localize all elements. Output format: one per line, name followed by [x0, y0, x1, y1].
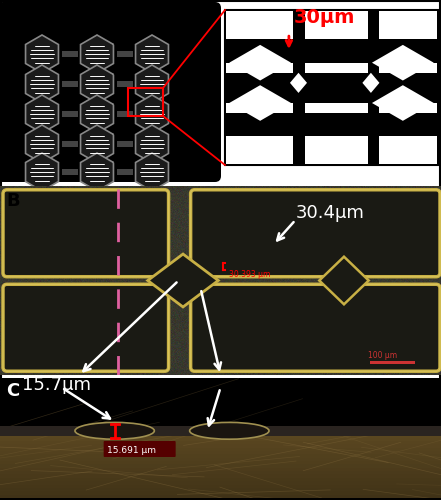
Text: C: C — [6, 382, 19, 400]
Bar — [0, 458, 441, 461]
Bar — [226, 11, 437, 39]
Bar — [0, 474, 441, 478]
Bar — [0, 471, 441, 474]
Bar — [293, 11, 305, 164]
Bar — [61, 141, 78, 147]
Bar — [116, 81, 132, 87]
Polygon shape — [135, 95, 168, 133]
Polygon shape — [26, 65, 59, 103]
Polygon shape — [148, 254, 218, 307]
Bar — [0, 484, 441, 488]
Bar — [0, 450, 441, 454]
Bar — [226, 11, 437, 164]
Bar — [0, 430, 441, 434]
Bar — [226, 136, 437, 164]
Bar — [0, 454, 441, 458]
Text: A: A — [6, 6, 20, 24]
Polygon shape — [26, 125, 59, 163]
Text: 30μm: 30μm — [294, 8, 355, 27]
Bar — [226, 103, 437, 113]
Bar — [0, 440, 441, 444]
FancyBboxPatch shape — [3, 284, 168, 371]
Polygon shape — [363, 73, 379, 93]
Bar — [0, 426, 441, 436]
Polygon shape — [81, 65, 113, 103]
Bar — [0, 494, 441, 498]
Polygon shape — [290, 73, 307, 93]
Bar — [0, 438, 441, 441]
Bar — [0, 481, 441, 484]
Bar — [61, 111, 78, 117]
Bar — [0, 461, 441, 464]
Text: 15.691 μm: 15.691 μm — [107, 446, 156, 455]
Bar — [368, 11, 379, 164]
Polygon shape — [319, 256, 369, 304]
Bar — [225, 10, 438, 165]
Bar — [116, 111, 132, 117]
Text: B: B — [6, 192, 20, 210]
Bar — [116, 51, 132, 57]
Polygon shape — [81, 95, 113, 133]
Bar — [0, 378, 441, 432]
Bar — [0, 0, 441, 185]
Text: 30.4μm: 30.4μm — [295, 204, 364, 222]
Polygon shape — [372, 45, 434, 80]
Bar — [0, 434, 441, 438]
Polygon shape — [81, 35, 113, 73]
Bar — [0, 448, 441, 451]
Bar — [116, 169, 132, 175]
Bar — [0, 464, 441, 468]
Polygon shape — [26, 95, 59, 133]
Polygon shape — [372, 85, 434, 121]
Text: 100 μm: 100 μm — [368, 350, 398, 360]
Bar — [61, 81, 78, 87]
Polygon shape — [81, 153, 113, 191]
FancyBboxPatch shape — [191, 284, 440, 371]
Bar — [0, 488, 441, 492]
Polygon shape — [81, 125, 113, 163]
Bar — [226, 62, 437, 73]
Text: 30.393 μm: 30.393 μm — [229, 270, 271, 278]
Polygon shape — [135, 35, 168, 73]
Ellipse shape — [190, 422, 269, 439]
Bar — [61, 51, 78, 57]
FancyBboxPatch shape — [0, 2, 221, 182]
FancyBboxPatch shape — [104, 441, 176, 457]
Bar — [0, 468, 441, 471]
FancyBboxPatch shape — [3, 190, 168, 276]
Polygon shape — [229, 85, 291, 121]
Polygon shape — [135, 125, 168, 163]
Polygon shape — [26, 153, 59, 191]
FancyBboxPatch shape — [191, 190, 440, 276]
Bar — [0, 491, 441, 494]
Bar — [116, 141, 132, 147]
Polygon shape — [26, 35, 59, 73]
Polygon shape — [135, 153, 168, 191]
Bar — [370, 360, 415, 364]
Bar — [128, 88, 163, 116]
Bar — [0, 478, 441, 481]
Text: 15.7μm: 15.7μm — [22, 376, 91, 394]
Ellipse shape — [75, 422, 154, 439]
Polygon shape — [229, 45, 291, 80]
Polygon shape — [135, 65, 168, 103]
Bar — [0, 444, 441, 448]
Bar — [61, 169, 78, 175]
